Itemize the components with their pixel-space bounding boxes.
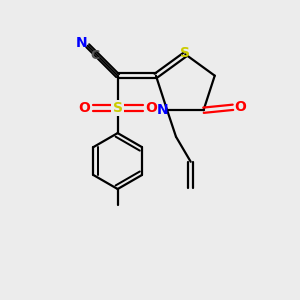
Text: C: C (91, 49, 100, 62)
Text: O: O (78, 101, 90, 115)
Text: S: S (180, 46, 190, 60)
Text: N: N (157, 103, 169, 117)
Text: O: O (146, 101, 158, 115)
Text: N: N (75, 36, 87, 50)
Text: O: O (234, 100, 246, 114)
Text: S: S (113, 101, 123, 115)
